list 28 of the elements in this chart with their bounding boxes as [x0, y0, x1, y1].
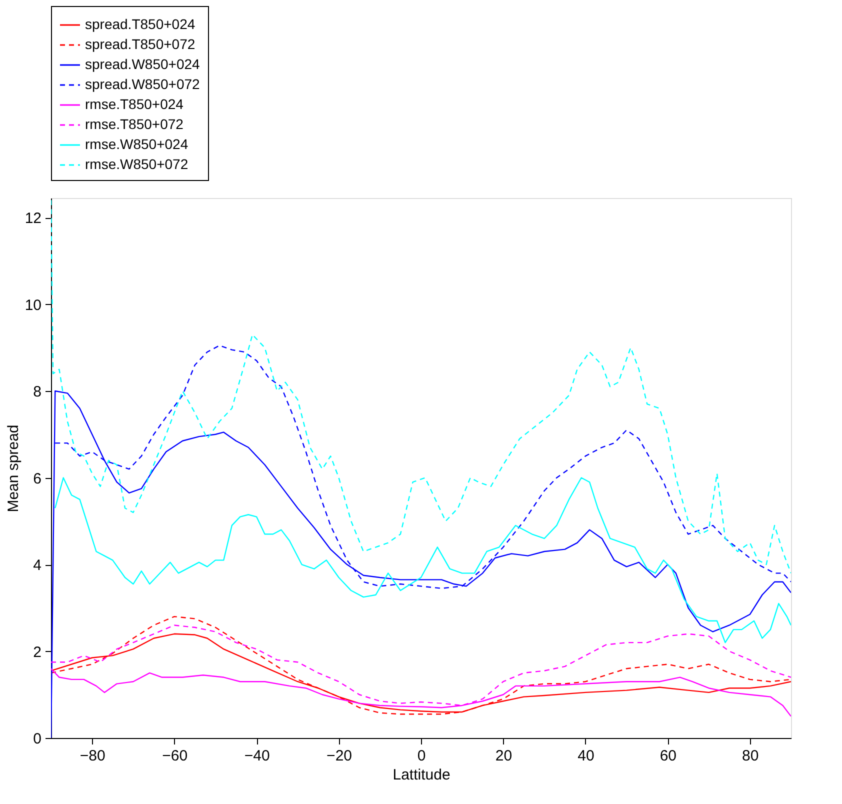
- x-tick-label: −60: [162, 748, 188, 764]
- x-tick-label: 40: [578, 748, 594, 764]
- legend-label: spread.W850+024: [85, 56, 200, 72]
- legend-label: rmse.T850+072: [85, 116, 184, 132]
- x-tick-label: 60: [660, 748, 677, 764]
- x-tick-label: 0: [417, 748, 426, 764]
- line-series: [54, 477, 791, 644]
- line-series: [51, 200, 791, 574]
- x-tick-label: −20: [326, 748, 352, 764]
- y-tick-label: 4: [33, 557, 42, 574]
- y-tick-label: 6: [33, 470, 42, 488]
- legend-label: spread.T850+024: [85, 16, 196, 32]
- y-axis-title: Mean spread: [4, 424, 22, 512]
- y-tick-label: 0: [33, 730, 42, 748]
- x-tick-label: −80: [80, 748, 106, 764]
- y-tick-label: 12: [24, 210, 42, 228]
- legend-label: spread.T850+072: [85, 36, 196, 52]
- x-tick-label: 20: [495, 748, 512, 764]
- legend-label: rmse.W850+024: [85, 136, 188, 152]
- y-tick-label: 2: [33, 644, 42, 661]
- y-tick-label: 10: [24, 296, 42, 314]
- x-axis-title: Lattitude: [392, 766, 450, 784]
- legend-label: spread.W850+072: [85, 76, 200, 92]
- x-tick-label: −40: [244, 748, 270, 764]
- y-tick-label: 8: [33, 384, 42, 401]
- legend-label: rmse.W850+072: [85, 156, 188, 172]
- legend-label: rmse.T850+024: [85, 96, 184, 112]
- x-tick-label: 80: [742, 748, 759, 764]
